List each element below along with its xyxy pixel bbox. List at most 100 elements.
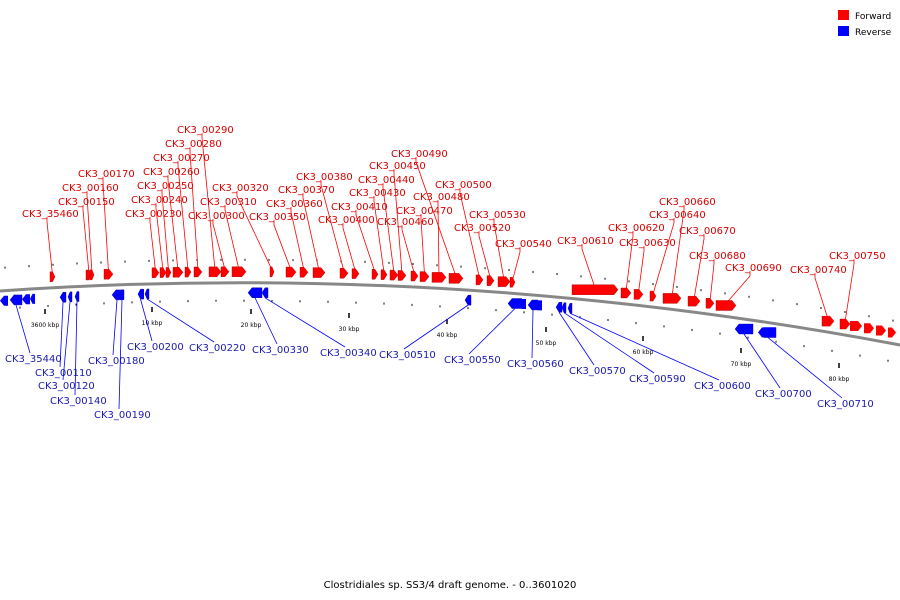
reverse-gene-ck3_00590[interactable]	[561, 302, 567, 313]
forward-gene-ck3_00620[interactable]	[620, 287, 632, 299]
forward-gene-ck3_00280[interactable]	[193, 266, 203, 278]
legend-swatch-reverse	[838, 26, 849, 36]
gene-label-ck3_00710: CK3_00710	[817, 399, 874, 410]
reverse-gene-unlabeled[interactable]	[22, 294, 30, 305]
forward-gene-ck3_35460[interactable]	[49, 271, 56, 282]
gene-leader-line	[625, 231, 634, 292]
reverse-gene-unlabeled[interactable]	[534, 300, 542, 311]
forward-gene-ck3_00530[interactable]	[497, 276, 511, 287]
gene-label-ck3_00380: CK3_00380	[296, 172, 353, 183]
gene-label-ck3_00690: CK3_00690	[725, 263, 782, 274]
reverse-gene-ck3_00140[interactable]	[74, 291, 80, 302]
forward-gene-ck3_00610[interactable]	[571, 284, 619, 295]
forward-gene-ck3_00380[interactable]	[339, 268, 349, 279]
forward-gene-ck3_00680[interactable]	[705, 298, 715, 309]
gene-leader-line	[149, 217, 156, 271]
gene-leader-line	[531, 309, 534, 359]
reverse-gene-ck3_00110[interactable]	[59, 292, 67, 303]
forward-gene-ck3_00670[interactable]	[687, 295, 701, 307]
forward-gene-ck3_00170[interactable]	[103, 269, 114, 280]
forward-gene-ck3_00410[interactable]	[371, 269, 379, 280]
reverse-gene-ck3_00700[interactable]	[734, 323, 754, 335]
forward-gene-ck3_00300[interactable]	[220, 266, 230, 277]
gene-leader-line	[415, 157, 457, 277]
forward-gene-ck3_00250[interactable]	[165, 267, 172, 278]
forward-gene-ck3_00370[interactable]	[312, 267, 326, 278]
forward-gene-ck3_00460[interactable]	[410, 270, 419, 282]
scale-tick-label: 70 kbp	[731, 361, 752, 368]
gene-label-ck3_00190: CK3_00190	[94, 410, 151, 421]
reverse-gene-ck3_00340[interactable]	[261, 287, 269, 299]
gene-leader-line	[558, 312, 595, 366]
gene-label-ck3_00120: CK3_00120	[38, 381, 95, 392]
reverse-gene-unlabeled[interactable]	[758, 327, 776, 338]
gene-leader-line	[563, 312, 655, 374]
forward-gene-unlabeled[interactable]	[876, 325, 886, 336]
reverse-gene-ck3_00330[interactable]	[247, 287, 263, 298]
gene-label-ck3_00600: CK3_00600	[694, 381, 751, 392]
forward-gene-ck3_00160[interactable]	[89, 269, 95, 281]
forward-gene-ck3_00430[interactable]	[380, 269, 388, 280]
forward-gene-ck3_00740[interactable]	[821, 315, 835, 327]
reverse-gene-ck3_00510[interactable]	[464, 294, 472, 306]
reverse-gene-ck3_00190[interactable]	[119, 289, 125, 300]
forward-gene-ck3_00690[interactable]	[715, 300, 737, 311]
forward-gene-ck3_00230[interactable]	[151, 267, 160, 278]
gene-label-ck3_00230: CK3_00230	[125, 209, 182, 220]
reverse-gene-ck3_00570[interactable]	[555, 302, 563, 313]
forward-gene-ck3_00500[interactable]	[475, 274, 484, 286]
gene-leader-line	[814, 273, 829, 320]
forward-gene-ck3_00290[interactable]	[208, 266, 222, 278]
gene-label-ck3_00680: CK3_00680	[689, 251, 746, 262]
forward-gene-ck3_00490[interactable]	[448, 273, 464, 284]
forward-gene-ck3_00360[interactable]	[299, 267, 309, 278]
gene-label-ck3_00180: CK3_00180	[88, 356, 145, 367]
gene-label-ck3_00330: CK3_00330	[252, 345, 309, 356]
reverse-gene-unlabeled[interactable]	[140, 289, 144, 300]
forward-gene-unlabeled[interactable]	[864, 323, 874, 334]
gene-leader-line	[693, 234, 705, 300]
forward-gene-ck3_00470[interactable]	[419, 271, 430, 282]
forward-gene-ck3_00260[interactable]	[172, 267, 184, 278]
forward-gene-ck3_00240[interactable]	[159, 267, 167, 278]
forward-gene-unlabeled[interactable]	[850, 320, 862, 331]
forward-gene-ck3_00350[interactable]	[285, 266, 297, 278]
gene-leader-line	[342, 223, 356, 272]
forward-gene-ck3_00320[interactable]	[269, 266, 275, 278]
gene-label-ck3_00240: CK3_00240	[131, 195, 188, 206]
gene-leader-line	[155, 203, 164, 271]
reverse-gene-ck3_00120[interactable]	[67, 291, 73, 303]
reverse-gene-unlabeled[interactable]	[518, 299, 526, 310]
forward-gene-unlabeled[interactable]	[888, 327, 896, 338]
forward-gene-ck3_00520[interactable]	[486, 275, 495, 286]
forward-gene-ck3_00270[interactable]	[184, 266, 192, 278]
gene-leader-line	[102, 177, 109, 273]
reverse-gene-ck3_00600[interactable]	[567, 303, 573, 314]
reverse-gene-unlabeled[interactable]	[0, 295, 8, 306]
forward-gene-ck3_00660[interactable]	[662, 293, 682, 304]
gene-leader-line	[46, 217, 53, 275]
forward-gene-ck3_00400[interactable]	[351, 268, 360, 279]
gene-leader-line	[320, 180, 345, 272]
forward-gene-ck3_00540[interactable]	[509, 277, 516, 288]
reverse-gene-ck3_00220[interactable]	[144, 288, 150, 300]
forward-gene-ck3_00750[interactable]	[839, 318, 851, 330]
gene-label-ck3_00350: CK3_00350	[249, 212, 306, 223]
forward-gene-ck3_00480[interactable]	[431, 272, 447, 283]
forward-gene-ck3_00440[interactable]	[389, 269, 399, 281]
gene-label-ck3_00410: CK3_00410	[331, 202, 388, 213]
genome-backbone	[0, 281, 900, 347]
forward-genes: CK3_35460CK3_00150CK3_00160CK3_00170CK3_…	[22, 125, 896, 338]
reverse-gene-ck3_35440[interactable]	[9, 294, 23, 306]
map-title: Clostridiales sp. SS3/4 draft genome. - …	[324, 580, 577, 591]
forward-gene-ck3_00310[interactable]	[231, 266, 247, 277]
gene-leader-line	[167, 175, 179, 271]
gene-label-ck3_00140: CK3_00140	[50, 396, 107, 407]
forward-gene-ck3_00450[interactable]	[397, 270, 407, 281]
reverse-gene-unlabeled[interactable]	[30, 293, 35, 304]
forward-gene-ck3_00640[interactable]	[649, 290, 657, 302]
gene-label-ck3_00500: CK3_00500	[435, 180, 492, 191]
gene-leader-line	[844, 259, 855, 323]
forward-gene-ck3_00630[interactable]	[633, 289, 644, 300]
scale-tick-label: 20 kbp	[241, 322, 262, 329]
